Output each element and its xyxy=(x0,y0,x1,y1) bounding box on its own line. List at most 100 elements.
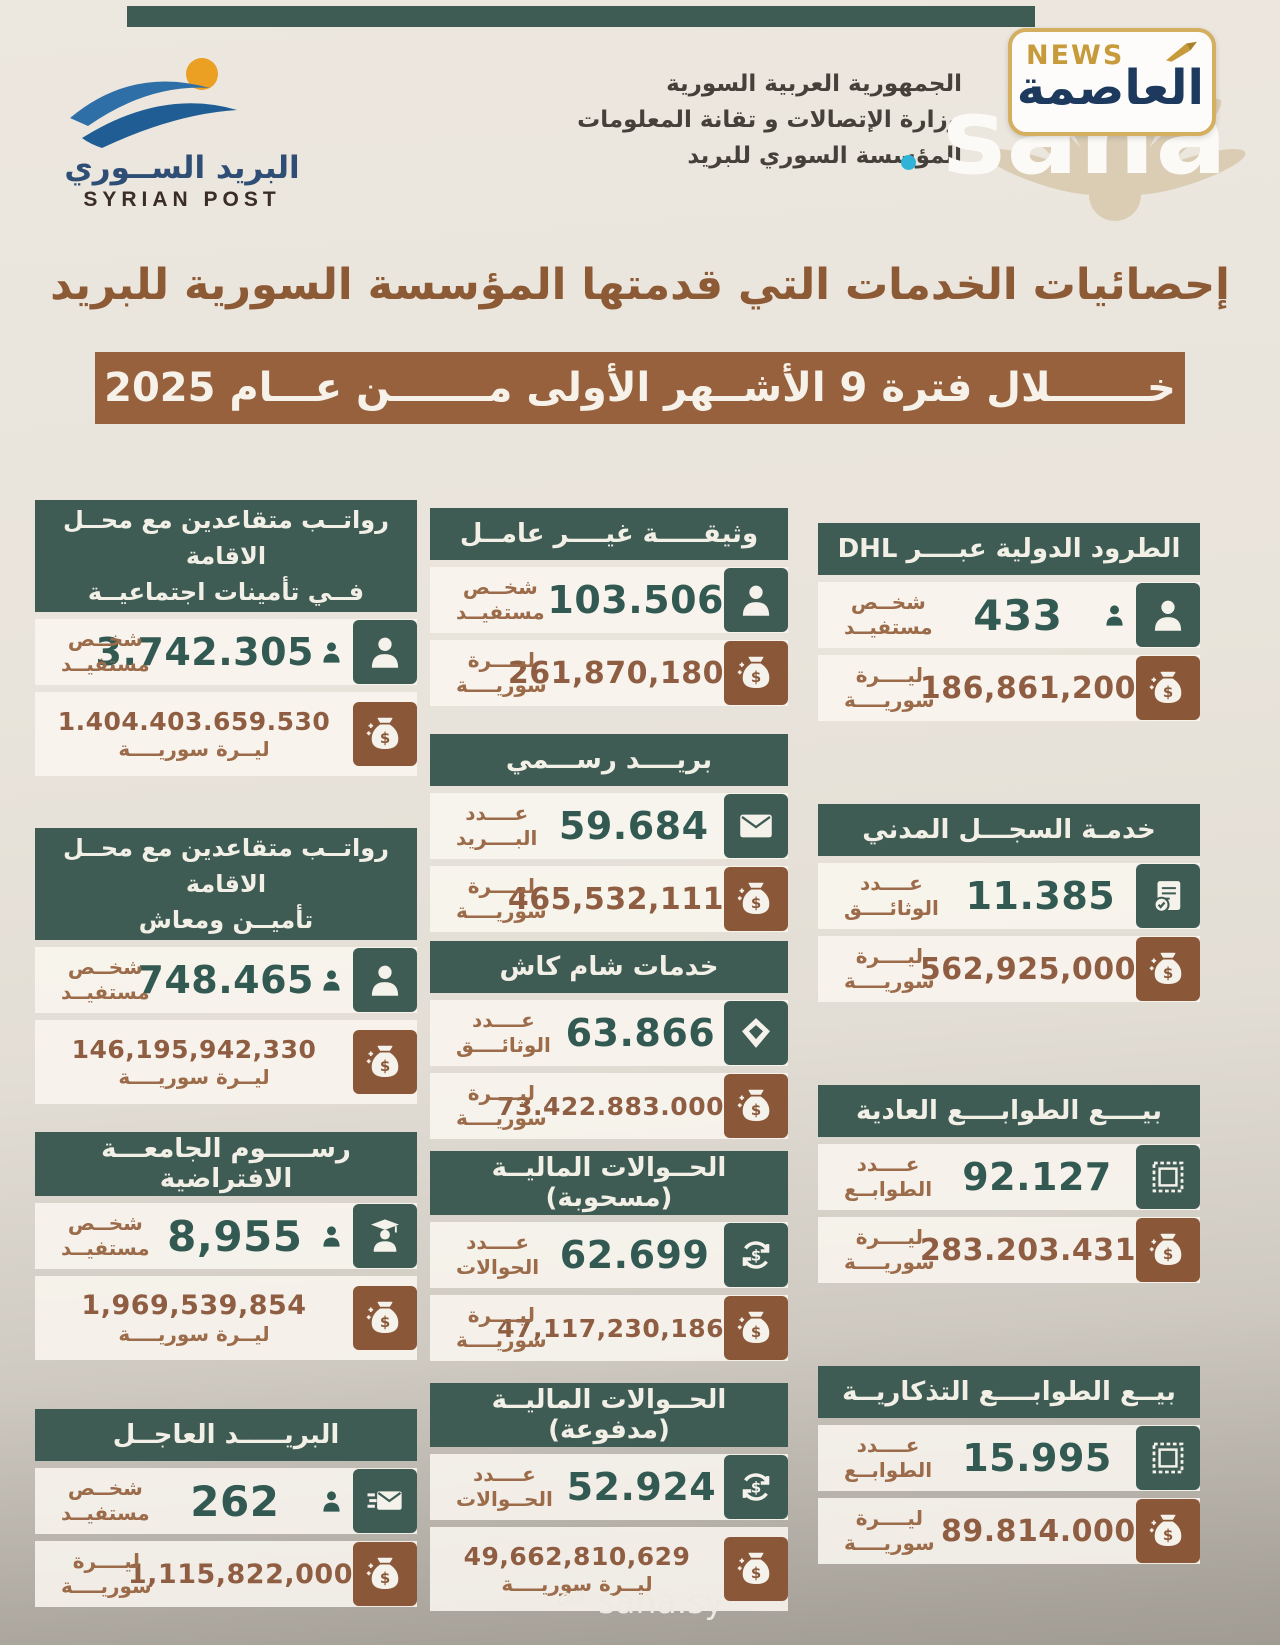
stat-value-wrap: 1,115,822,000 xyxy=(128,1559,353,1590)
money-bag-icon: $ xyxy=(353,1030,417,1094)
news-alasima-badge: NEWS العاصمة xyxy=(1008,28,1216,136)
money-bag-icon: $ xyxy=(1136,656,1200,720)
stamp-icon xyxy=(1136,1426,1200,1490)
stat-value: 15.995 xyxy=(962,1436,1112,1480)
stat-value: 1.404.403.659.530 xyxy=(57,707,331,736)
svg-text:$: $ xyxy=(751,1479,761,1497)
logo-arabic-text: البريد الســوري xyxy=(64,150,300,186)
stat-label: ليــــرة سوريــــة xyxy=(456,874,547,923)
svg-text:$: $ xyxy=(751,668,761,686)
card-title: خدمات شام كاش xyxy=(430,941,788,993)
card-title: رواتــب متقاعدين مع محــل الاقامة تأميــن… xyxy=(35,828,417,940)
stat-sub-label: ليــرة سوريــــة xyxy=(118,1065,270,1089)
stat-label: شخــص مستفيــد xyxy=(61,955,150,1004)
pen-nib-icon xyxy=(1160,30,1202,75)
stat-row: $1.404.403.659.530 ليــرة سوريــــة xyxy=(35,692,417,776)
stat-sub-label: ليــرة سوريــــة xyxy=(118,737,270,761)
stat-value-wrap: 562,925,000 xyxy=(919,951,1136,987)
stat-value-wrap: 59.684 xyxy=(543,804,724,848)
government-heading: الجمهورية العربية السورية وزارة الإتصالا… xyxy=(577,66,962,174)
stat-label: عــــدد الوثائــــق xyxy=(844,871,939,920)
stat-label: عــــدد الحوالات xyxy=(456,1230,540,1279)
stat-row: $283.203.431 ليــــرة سوريــــة xyxy=(818,1217,1200,1283)
stat-row: $146,195,942,330 ليــرة سوريــــة xyxy=(35,1020,417,1104)
stat-value: 465,532,111 xyxy=(507,881,724,917)
stat-row: 8,955 شخــص مستفيــد xyxy=(35,1203,417,1269)
stat-label: عــــدد الطوابــع xyxy=(844,1152,933,1201)
stat-row: $465,532,111 ليــــرة سوريــــة xyxy=(430,866,788,932)
stat-label: عــــدد الحــوالات xyxy=(456,1462,553,1511)
stat-value-wrap: 73.422.883.000 xyxy=(497,1091,724,1121)
stat-value-wrap: 262 xyxy=(156,1477,314,1526)
card-title: بريــــد رســـمي xyxy=(430,734,788,786)
stat-value: 63.866 xyxy=(565,1011,716,1055)
card-title: رســـــوم الجامعـــة الافتراضية xyxy=(35,1132,417,1196)
service-card: رواتــب متقاعدين مع محــل الاقامة فــي تأ… xyxy=(35,500,417,776)
money-bag-icon: $ xyxy=(724,867,788,931)
stat-row: 262 شخــص مستفيــد xyxy=(35,1468,417,1534)
money-bag-icon: $ xyxy=(353,702,417,766)
stat-value: 433 xyxy=(973,590,1063,640)
footer-link[interactable]: sana.sy xyxy=(598,1582,724,1621)
sana-dot-icon xyxy=(901,155,916,170)
stat-row: 748.465 شخــص مستفيــد xyxy=(35,947,417,1013)
person-glyph-icon xyxy=(318,1488,345,1515)
card-title: الحــوالات الماليــة (مسحوبة) xyxy=(430,1151,788,1215)
service-card: رســـــوم الجامعـــة الافتراضية 8,955 شخــ… xyxy=(35,1132,417,1360)
stat-row: $89.814.000 ليــــرة سوريــــة xyxy=(818,1498,1200,1564)
stat-value: 562,925,000 xyxy=(919,951,1136,987)
stat-value-wrap: 146,195,942,330 ليــرة سوريــــة xyxy=(35,1035,353,1089)
card-title: بيــــع الطوابــــع العادية xyxy=(818,1085,1200,1137)
stat-label: شخــص مستفيــد xyxy=(844,590,933,639)
stat-value-wrap: 62.699 xyxy=(545,1233,724,1277)
stat-row: 11.385 عــــدد الوثائــــق xyxy=(818,863,1200,929)
stat-value-wrap: 283.203.431 xyxy=(919,1232,1136,1268)
service-card: رواتــب متقاعدين مع محــل الاقامة تأميــن… xyxy=(35,828,417,1104)
money-bag-icon: $ xyxy=(353,1542,417,1606)
stat-row: $562,925,000 ليــــرة سوريــــة xyxy=(818,936,1200,1002)
stat-value-wrap: 47,117,230,186 xyxy=(497,1314,724,1343)
service-card: بيــع الطوابــــع التذكاريــة 15.995 عــــ… xyxy=(818,1366,1200,1564)
svg-text:$: $ xyxy=(380,1569,390,1587)
stat-value-wrap: 1.404.403.659.530 ليــرة سوريــــة xyxy=(35,707,353,761)
stat-value-wrap: 465,532,111 xyxy=(507,881,724,917)
service-card: البريـــــد العاجــل 262 شخــص مستفيــد $1,1… xyxy=(35,1409,417,1607)
stat-value: 283.203.431 xyxy=(919,1232,1136,1268)
card-title: البريـــــد العاجــل xyxy=(35,1409,417,1461)
service-card: الحــوالات الماليــة (مسحوبة) $62.699 عـــ… xyxy=(430,1151,788,1361)
stat-label: عــــدد البــــريد xyxy=(456,801,538,850)
page-title: إحصائيات الخدمات التي قدمتها المؤسسة الس… xyxy=(50,260,1230,310)
sham-cash-icon xyxy=(724,1001,788,1065)
svg-text:$: $ xyxy=(751,1323,761,1341)
stat-sub-label: ليــرة سوريــــة xyxy=(118,1322,270,1346)
stat-row: 3.742.305 شخــص مستفيــد xyxy=(35,619,417,685)
stat-row: $47,117,230,186 ليــــرة سوريــــة xyxy=(430,1295,788,1361)
stat-row: $1,969,539,854 ليــرة سوريــــة xyxy=(35,1276,417,1360)
svg-text:$: $ xyxy=(751,1101,761,1119)
stat-row: 63.866 عــــدد الوثائــــق xyxy=(430,1000,788,1066)
svg-text:$: $ xyxy=(1163,964,1173,982)
stat-value: 52.924 xyxy=(566,1465,717,1509)
stat-label: عــــدد الطوابــع xyxy=(844,1433,933,1482)
stat-value: 262 xyxy=(190,1476,280,1526)
svg-text:$: $ xyxy=(751,894,761,912)
stat-row: $73.422.883.000 ليــــرة سوريــــة xyxy=(430,1073,788,1139)
document-check-icon xyxy=(1136,864,1200,928)
footer: sana.sy xyxy=(0,1582,1280,1621)
stat-value-wrap: 11.385 xyxy=(945,874,1136,918)
svg-text:$: $ xyxy=(380,1313,390,1331)
stat-label: شخــص مستفيــد xyxy=(61,1476,150,1525)
page-subtitle-bar: خـــــــلال فترة 9 الأشــهر الأولى مــــ… xyxy=(95,352,1185,424)
stat-row: 59.684 عــــدد البــــريد xyxy=(430,793,788,859)
stat-label: ليــــرة سوريــــة xyxy=(61,1549,152,1598)
money-bag-icon: $ xyxy=(724,1296,788,1360)
service-card: خدمات شام كاش 63.866 عــــدد الوثائــــق $73… xyxy=(430,941,788,1139)
stat-row: $62.699 عــــدد الحوالات xyxy=(430,1222,788,1288)
link-icon xyxy=(556,1582,586,1621)
person-icon xyxy=(353,620,417,684)
card-title: رواتــب متقاعدين مع محــل الاقامة فــي تأ… xyxy=(35,500,417,612)
svg-text:$: $ xyxy=(1163,1526,1173,1544)
stat-value: 73.422.883.000 xyxy=(497,1091,724,1121)
stat-value-wrap: 748.465 xyxy=(137,958,314,1002)
